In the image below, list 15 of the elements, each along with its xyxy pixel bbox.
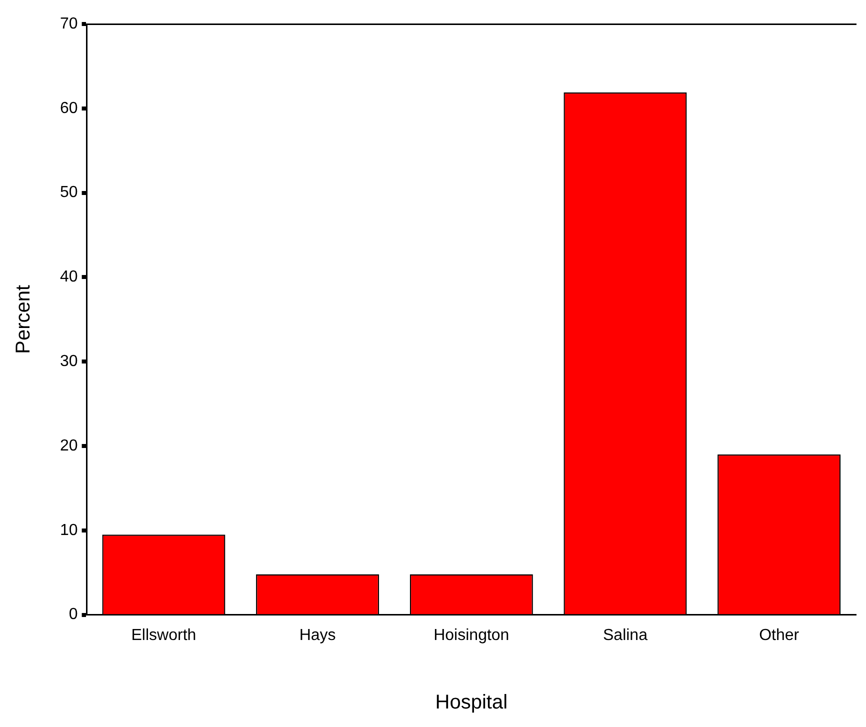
x-tick-label: Other bbox=[759, 626, 800, 644]
x-tick-label: Ellsworth bbox=[131, 626, 196, 644]
y-tick-label: 10 bbox=[60, 522, 78, 539]
y-tick-label: 70 bbox=[60, 15, 78, 32]
x-tick-label: Salina bbox=[602, 626, 648, 644]
x-tick-label: Hays bbox=[299, 626, 336, 644]
y-tick-label: 20 bbox=[60, 437, 78, 454]
y-tick-label: 60 bbox=[60, 100, 78, 117]
y-axis-title: Percent bbox=[12, 284, 35, 354]
y-tick-label: 30 bbox=[60, 353, 78, 370]
x-axis-title: Hospital bbox=[435, 692, 508, 714]
x-tick-label: Hoisington bbox=[434, 626, 510, 644]
y-tick-label: 0 bbox=[68, 606, 78, 624]
y-tick-label: 40 bbox=[60, 268, 78, 286]
y-tick-label: 50 bbox=[60, 184, 78, 202]
